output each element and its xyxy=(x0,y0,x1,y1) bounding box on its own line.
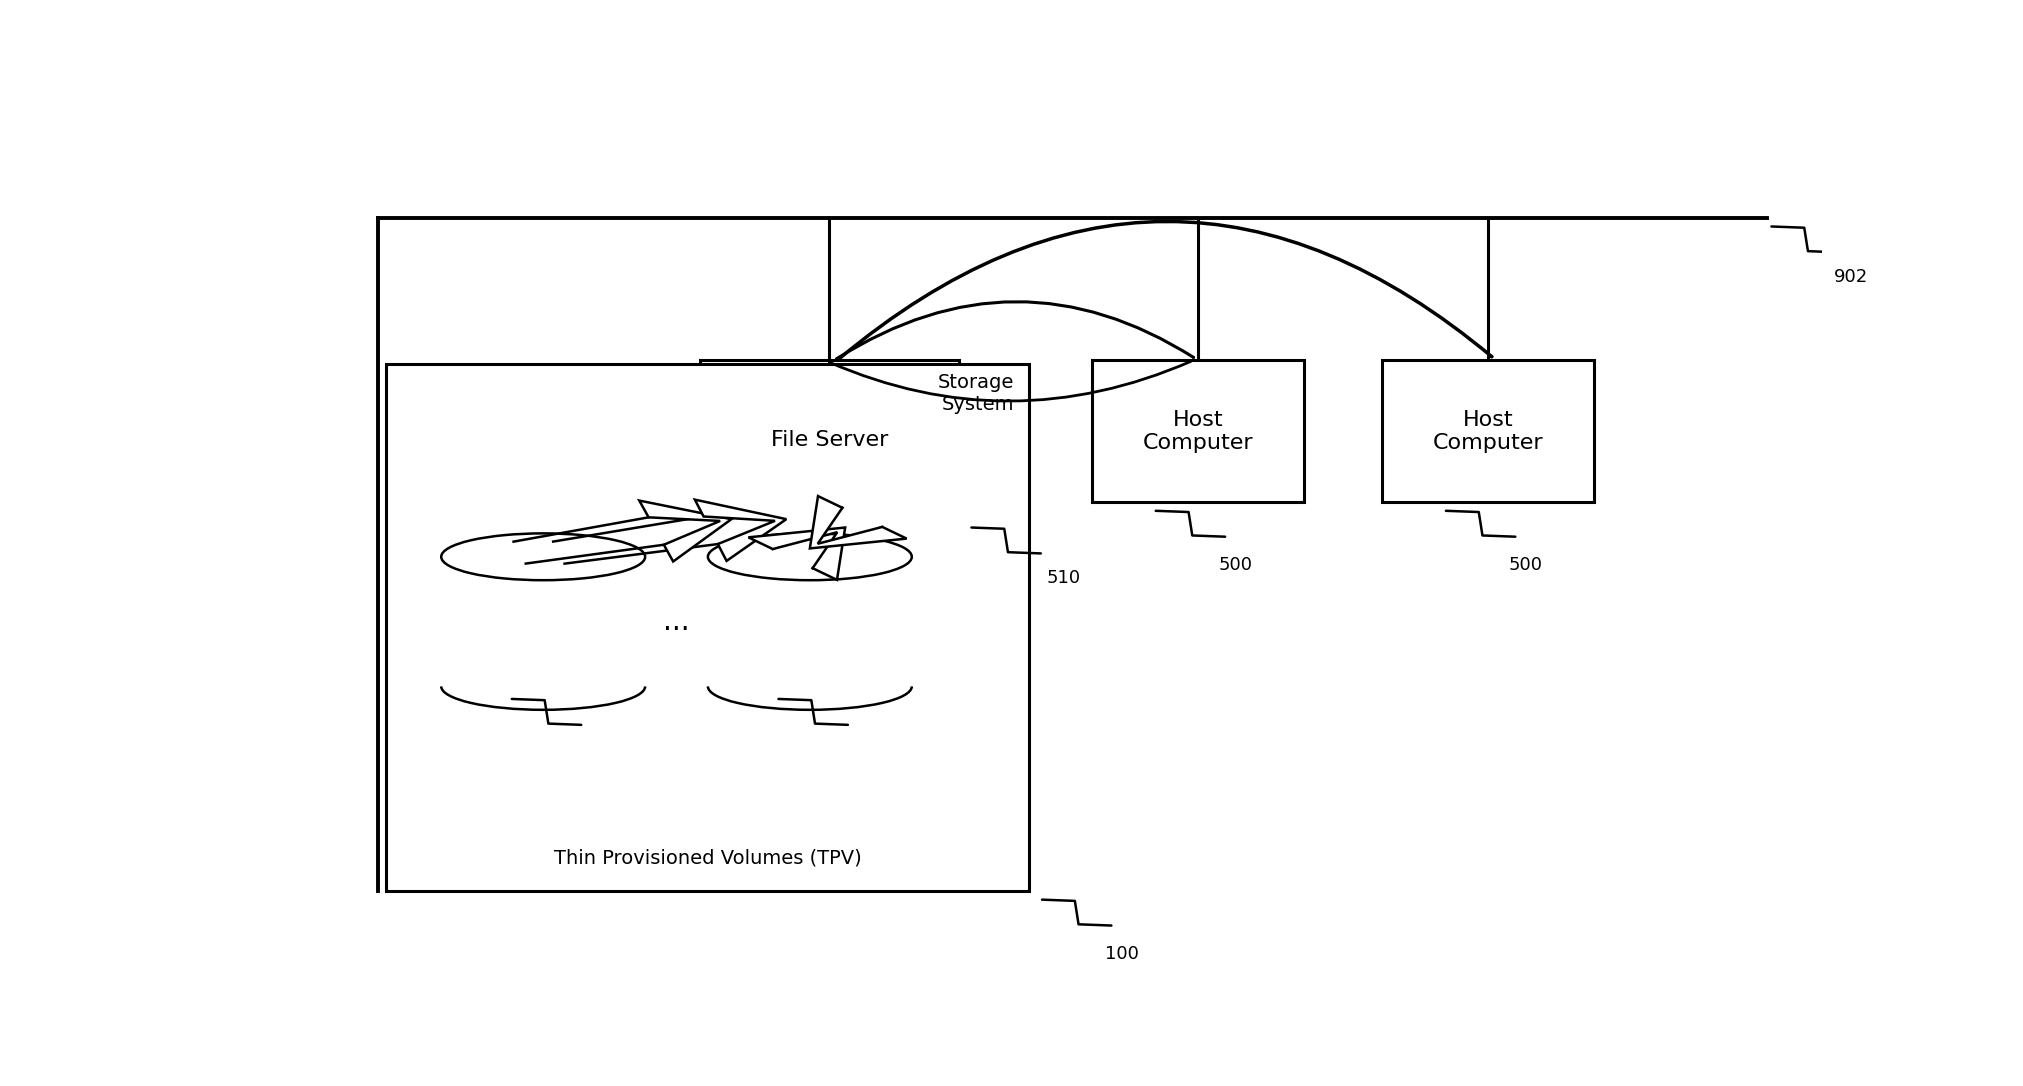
Text: 610: 610 xyxy=(842,744,874,762)
Text: Host
Computer: Host Computer xyxy=(1432,409,1544,453)
Text: ...: ... xyxy=(664,607,690,635)
FancyArrowPatch shape xyxy=(829,362,1190,401)
Text: 902: 902 xyxy=(1833,267,1867,286)
Text: 500: 500 xyxy=(1218,556,1252,574)
Text: 610: 610 xyxy=(575,744,609,762)
Bar xyxy=(708,557,910,686)
Text: 510: 510 xyxy=(1046,569,1080,586)
Polygon shape xyxy=(749,528,846,580)
Text: Storage
System: Storage System xyxy=(937,372,1014,414)
Polygon shape xyxy=(639,501,730,561)
Text: Thin Provisioned Volumes (TPV): Thin Provisioned Volumes (TPV) xyxy=(554,848,862,868)
Bar xyxy=(386,365,1030,892)
Bar xyxy=(1092,361,1303,503)
Text: 500: 500 xyxy=(1507,556,1542,574)
Bar xyxy=(700,361,959,519)
Bar xyxy=(1382,361,1594,503)
FancyArrowPatch shape xyxy=(835,302,1194,358)
Bar xyxy=(441,557,645,686)
FancyArrowPatch shape xyxy=(840,222,1491,358)
Text: File Server: File Server xyxy=(771,430,888,450)
Polygon shape xyxy=(809,496,906,548)
Ellipse shape xyxy=(441,533,645,580)
Text: 100: 100 xyxy=(1105,945,1139,963)
Text: Host
Computer: Host Computer xyxy=(1143,409,1252,453)
Polygon shape xyxy=(694,500,785,560)
Ellipse shape xyxy=(708,533,910,580)
